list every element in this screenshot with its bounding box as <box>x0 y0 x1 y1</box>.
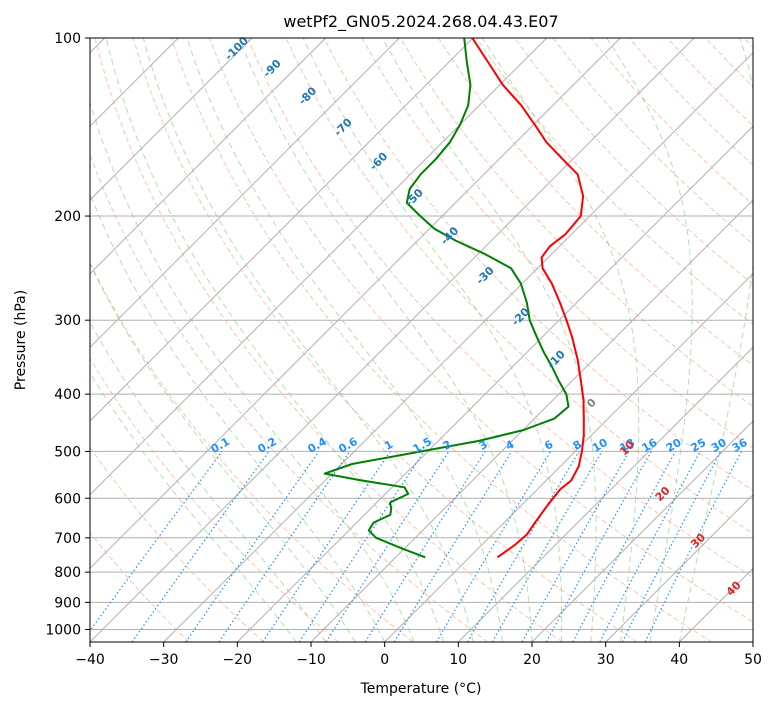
dry-adiabat-line <box>209 38 753 623</box>
y-tick-label: 700 <box>54 531 81 547</box>
moist-adiabat-line <box>90 262 356 642</box>
x-tick-label: −30 <box>149 652 179 668</box>
mixing-ratio-line <box>262 451 391 642</box>
dry-adiabat-line <box>132 38 638 642</box>
moist-adiabat-line <box>142 38 474 642</box>
isotherm-line <box>90 38 400 349</box>
x-tick-label: 10 <box>449 652 467 668</box>
y-tick-label: 400 <box>54 387 81 403</box>
y-tick-label: 600 <box>54 491 81 507</box>
dry-adiabat-line <box>514 38 753 285</box>
dry-adiabat-line <box>323 38 753 492</box>
isotherm-line <box>384 272 753 642</box>
moist-adiabat-line <box>678 38 753 642</box>
y-axis-label: Pressure (hPa) <box>13 290 29 390</box>
x-tick-label: 20 <box>523 652 541 668</box>
moist-adiabat-line <box>90 192 386 642</box>
dry-adiabat-line <box>90 357 339 642</box>
moist-adiabat-line <box>90 371 297 642</box>
mixing-ratio-line <box>325 451 450 642</box>
x-axis-label: Temperature (°C) <box>360 681 482 697</box>
moist-adiabat-line <box>90 321 327 642</box>
mixing-ratio-line <box>521 451 630 642</box>
isotherm-line <box>163 51 753 642</box>
dry-adiabat-line <box>90 446 264 642</box>
isotherm-line <box>236 125 753 642</box>
moist-adiabat-line <box>302 38 563 642</box>
x-tick-label: −20 <box>223 652 253 668</box>
dewpoint-line <box>323 38 570 559</box>
moist-adiabat-line <box>382 38 597 642</box>
temperature-line <box>471 38 585 559</box>
moist-adiabat-line <box>481 38 640 642</box>
isotherm-line <box>90 38 621 570</box>
isotherm-line <box>90 38 327 275</box>
isotherm-line <box>457 346 753 642</box>
isotherm-line <box>531 420 753 642</box>
mixing-ratio-line <box>131 451 270 642</box>
plot-frame <box>89 37 754 643</box>
isotherm-line <box>90 38 695 642</box>
mixing-ratio-line <box>545 451 652 642</box>
dry-adiabat-line <box>170 38 712 642</box>
y-tick-label: 100 <box>54 31 81 47</box>
isotherm-line <box>90 38 548 496</box>
x-tick-label: 30 <box>597 652 615 668</box>
isotherm-line <box>310 199 753 642</box>
isotherm-line <box>90 38 253 201</box>
y-tick-label: 500 <box>54 444 81 460</box>
mixing-ratio-line <box>90 451 223 632</box>
y-tick-label: 800 <box>54 565 81 581</box>
dry-adiabat-line <box>90 153 488 642</box>
x-tick-label: 50 <box>744 652 762 668</box>
y-tick-label: 900 <box>54 595 81 611</box>
y-tick-label: 200 <box>54 209 81 225</box>
mixing-ratio-line <box>621 451 722 642</box>
isotherm-line <box>605 493 753 642</box>
background-lines <box>90 38 753 642</box>
dry-adiabat-line <box>399 38 753 408</box>
moist-adiabat-line <box>606 38 693 642</box>
mixing-ratio-line <box>185 451 320 642</box>
moist-adiabat-line <box>105 38 445 642</box>
x-tick-label: 0 <box>380 652 389 668</box>
x-tick-label: 40 <box>670 652 688 668</box>
dry-adiabat-line <box>90 531 190 642</box>
mixing-ratio-line <box>393 451 513 642</box>
dry-adiabat-line <box>437 38 753 366</box>
profile-lines <box>323 38 585 559</box>
axis-ticks: −40 −30 −20 −10 0 10 20 30 40 50 100 200 300 400 500 60… <box>45 31 762 668</box>
mixing-ratio-line <box>572 451 677 642</box>
x-tick-label: −10 <box>296 652 326 668</box>
mixing-ratio-line <box>644 451 743 642</box>
dry-adiabat-line <box>247 38 753 578</box>
y-tick-label: 300 <box>54 313 81 329</box>
y-tick-label: 1000 <box>45 623 81 639</box>
mixing-ratio-line <box>218 451 351 642</box>
moist-adiabat-line <box>186 38 503 642</box>
chart-title: wetPf2_GN05.2024.268.04.43.E07 <box>283 12 558 32</box>
isotherm-line <box>90 38 474 422</box>
mixing-ratio-line <box>298 451 425 642</box>
x-tick-label: −40 <box>75 652 105 668</box>
moist-adiabat-line <box>238 38 533 642</box>
dry-adiabat-line <box>94 38 563 642</box>
